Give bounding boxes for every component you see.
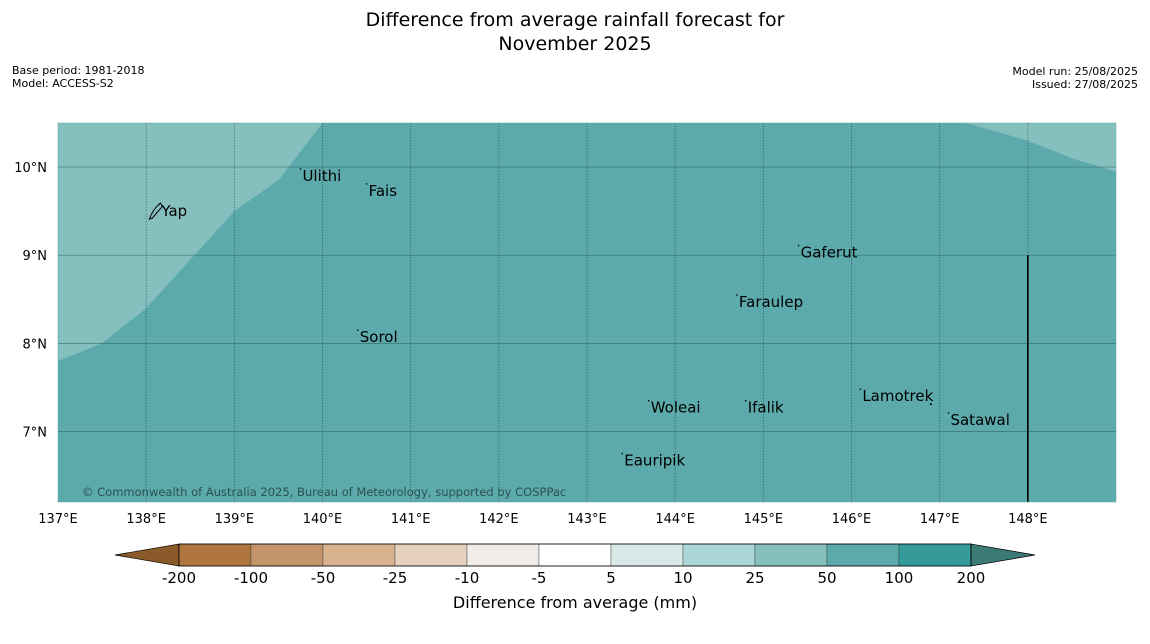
colorbar-tick-label: -200 <box>162 569 196 587</box>
place-label: Ifalik <box>748 399 784 417</box>
colorbar-frame <box>178 543 972 567</box>
lat-tick-label: 9°N <box>23 249 48 264</box>
island-marker <box>859 388 862 391</box>
anomaly-fill-light-west <box>58 123 323 361</box>
colorbar-tick-label: -50 <box>311 569 336 587</box>
colorbar-extend-low <box>114 543 180 567</box>
colorbar-segment <box>538 543 612 567</box>
island-marker <box>947 412 950 414</box>
colorbar-tick-label: -100 <box>234 569 268 587</box>
place-label: Faraulep <box>739 293 803 311</box>
colorbar-tick-label: 200 <box>957 569 986 587</box>
base-period: Base period: 1981-2018 <box>12 64 145 77</box>
island-marker <box>736 294 738 296</box>
place-label: Woleai <box>651 399 701 417</box>
colorbar-segment <box>898 543 972 567</box>
island-marker <box>621 452 624 455</box>
colorbar-segment <box>250 543 324 567</box>
colorbar-segment <box>322 543 396 567</box>
lon-tick-label: 137°E <box>38 512 78 527</box>
colorbar-tick-label: 5 <box>606 569 616 587</box>
meta-left: Base period: 1981-2018 Model: ACCESS-S2 <box>12 64 145 90</box>
chart-title: Difference from average rainfall forecas… <box>0 8 1150 56</box>
lon-tick-label: 139°E <box>215 512 255 527</box>
place-label: Gaferut <box>801 244 858 262</box>
lon-tick-label: 143°E <box>567 512 607 527</box>
map-frame <box>57 122 1117 503</box>
yap-island-outline <box>148 202 164 220</box>
lat-tick-label: 8°N <box>23 337 48 352</box>
colorbar-segment <box>178 543 252 567</box>
lon-tick-label: 148°E <box>1008 512 1048 527</box>
lon-tick-label: 145°E <box>744 512 784 527</box>
place-label: Yap <box>160 202 187 220</box>
title-line-1: Difference from average rainfall forecas… <box>365 9 785 31</box>
colorbar-tick-label: -10 <box>455 569 480 587</box>
lon-tick-label: 146°E <box>832 512 872 527</box>
place-label: Sorol <box>360 328 398 346</box>
island-marker <box>365 183 368 185</box>
colorbar-tick-label: 10 <box>673 569 692 587</box>
colorbar-tick-label: 50 <box>817 569 836 587</box>
model-run: Model run: 25/08/2025 <box>1012 65 1138 78</box>
place-label: Ulithi <box>302 167 341 185</box>
lon-tick-label: 141°E <box>391 512 431 527</box>
lon-tick-label: 140°E <box>303 512 343 527</box>
island-marker <box>647 399 650 402</box>
island-marker <box>356 329 359 331</box>
lat-tick-label: 7°N <box>23 425 48 440</box>
colorbar-segment <box>682 543 756 567</box>
lon-tick-label: 142°E <box>479 512 519 527</box>
issued-date: Issued: 27/08/2025 <box>1031 77 1138 91</box>
colorbar-segment <box>826 543 900 567</box>
colorbar-segment <box>394 543 468 567</box>
colorbar-label: Difference from average (mm) <box>452 593 698 612</box>
place-label: Satawal <box>950 411 1009 429</box>
colorbar-tick-label: 100 <box>885 569 914 587</box>
colorbar-tick-label: -25 <box>383 569 408 587</box>
island-marker <box>929 403 932 406</box>
island-marker <box>299 168 302 170</box>
island-marker <box>158 203 161 205</box>
lon-tick-label: 147°E <box>920 512 960 527</box>
place-label: Lamotrek <box>862 387 933 405</box>
title-line-2: November 2025 <box>498 33 652 55</box>
place-label: Eauripik <box>624 452 685 470</box>
island-marker <box>744 399 747 402</box>
colorbar-tick-label: 25 <box>745 569 764 587</box>
place-label: Fais <box>369 182 398 200</box>
colorbar-segment <box>466 543 540 567</box>
lon-tick-label: 138°E <box>126 512 166 527</box>
colorbar-segment <box>610 543 684 567</box>
colorbar-extend-high <box>970 543 1036 567</box>
meta-right: Model run: 25/08/2025 Issued: 27/08/2025 <box>1012 65 1138 91</box>
copyright-text: © Commonwealth of Australia 2025, Bureau… <box>82 485 566 499</box>
lat-tick-label: 10°N <box>14 161 47 176</box>
model-name: Model: ACCESS-S2 <box>12 76 114 90</box>
lon-tick-label: 144°E <box>655 512 695 527</box>
colorbar-tick-label: -5 <box>532 569 547 587</box>
island-marker <box>797 244 800 247</box>
colorbar-segment <box>754 543 828 567</box>
anomaly-fill-light-northeast <box>966 123 1116 172</box>
